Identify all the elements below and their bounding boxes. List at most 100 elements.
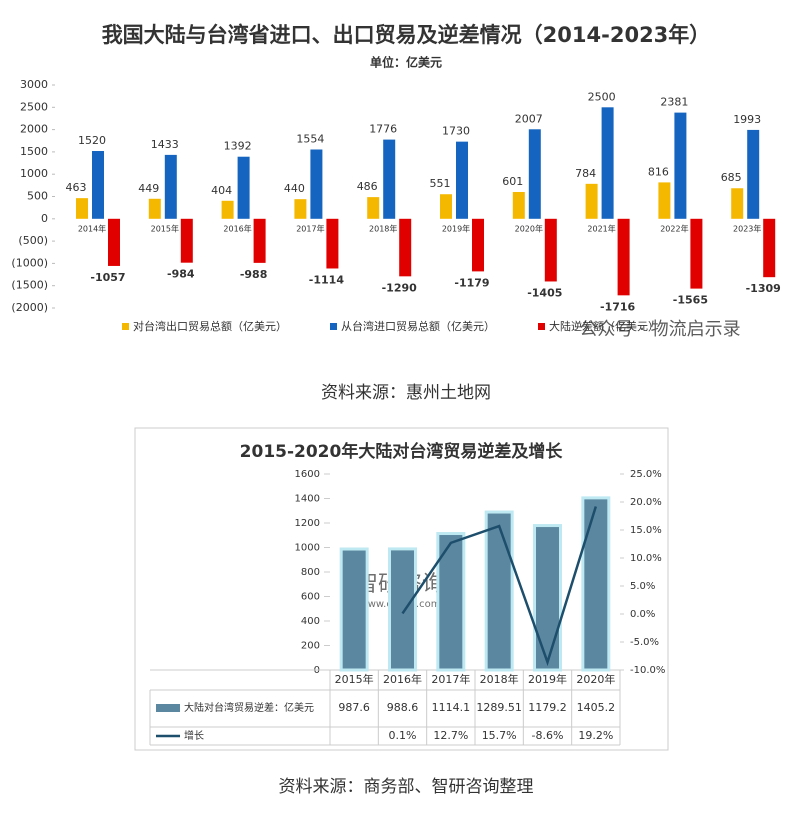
bar <box>383 139 396 219</box>
value-label: 1392 <box>224 140 252 153</box>
y-tick-label: 400 <box>301 616 320 627</box>
legend-swatch <box>122 323 129 330</box>
caption: 资料来源：商务部、智研咨询整理 <box>279 777 534 797</box>
x-tick-label: 2017年 <box>431 672 470 686</box>
value-label: -1405 <box>527 286 562 299</box>
value-label: 1993 <box>733 113 761 126</box>
table-value: 19.2% <box>578 729 613 742</box>
caption: 资料来源：惠州土地网 <box>321 383 491 403</box>
bar <box>690 218 703 289</box>
x-tick-label: 2021年 <box>587 223 615 233</box>
bar <box>164 154 177 219</box>
bar <box>440 194 452 219</box>
chart-subtitle: 单位：亿美元 <box>370 55 442 70</box>
value-label: -1114 <box>309 273 345 286</box>
x-tick-label: 2020年 <box>515 223 543 233</box>
bar <box>763 218 776 278</box>
y2-tick-label: 20.0% <box>630 497 662 508</box>
value-label: 2007 <box>515 112 543 125</box>
bar <box>399 218 412 277</box>
table-value: 15.7% <box>482 729 517 742</box>
y-tick-label: 2500 <box>20 100 48 113</box>
chart-title: 2015-2020年大陆对台湾贸易逆差及增长 <box>240 441 564 462</box>
y-tick-label: 1600 <box>295 469 320 480</box>
bar <box>533 524 562 672</box>
value-label: 2500 <box>588 90 616 103</box>
bar <box>339 547 369 672</box>
bar <box>436 532 466 672</box>
bar <box>76 198 88 219</box>
table-value: 1114.1 <box>432 701 471 714</box>
watermark: 公众号 · 物流启示录 <box>579 319 740 340</box>
bar <box>658 182 671 219</box>
bar <box>180 218 193 263</box>
y2-tick-label: 15.0% <box>630 525 662 536</box>
y-tick-label: 1400 <box>295 494 320 505</box>
y2-tick-label: 10.0% <box>630 553 662 564</box>
x-tick-label: 2015年 <box>335 672 374 686</box>
bar <box>367 197 380 219</box>
y-tick-label: 1200 <box>295 518 320 529</box>
bar <box>237 156 250 219</box>
bar <box>484 510 514 672</box>
y2-tick-label: -10.0% <box>630 665 665 676</box>
bar <box>294 199 307 219</box>
legend-label: 大陆对台湾贸易逆差：亿美元 <box>184 701 314 714</box>
value-label: 2381 <box>660 96 688 109</box>
x-tick-label: 2019年 <box>528 672 567 686</box>
legend-label: 增长 <box>184 729 204 742</box>
value-label: 449 <box>138 182 159 195</box>
y-tick-label: 200 <box>301 641 320 652</box>
x-tick-label: 2015年 <box>151 223 179 233</box>
x-tick-label: 2022年 <box>660 223 688 233</box>
x-tick-label: 2020年 <box>576 672 615 686</box>
legend-label: 大陆逆差额（亿美元） <box>549 319 659 333</box>
value-label: 404 <box>211 184 232 197</box>
y-tick-label: 1000 <box>20 167 48 180</box>
table-value: 0.1% <box>389 729 417 742</box>
value-label: -1290 <box>382 281 418 294</box>
value-label: 486 <box>357 180 378 193</box>
value-label: -1057 <box>90 271 125 284</box>
chart-title: 我国大陆与台湾省进口、出口贸易及逆差情况（2014-2023年） <box>102 23 711 47</box>
value-label: -1716 <box>600 300 636 313</box>
bar <box>92 151 104 219</box>
y-tick-label: (1000) <box>11 256 48 269</box>
bar <box>148 198 161 219</box>
x-tick-label: 2016年 <box>383 672 422 686</box>
x-tick-label: 2018年 <box>480 672 519 686</box>
bar <box>310 149 323 219</box>
bar <box>731 188 744 219</box>
y2-tick-label: 0.0% <box>630 609 655 620</box>
value-label: -1179 <box>454 276 489 289</box>
y2-tick-label: 25.0% <box>630 469 662 480</box>
x-tick-label: 2016年 <box>223 223 251 233</box>
value-label: 601 <box>502 175 523 188</box>
bar <box>528 129 541 219</box>
y2-tick-label: -5.0% <box>630 637 659 648</box>
value-label: 1433 <box>151 138 179 151</box>
table-value: 1289.51 <box>476 701 522 714</box>
bar <box>617 218 630 296</box>
table-value: 1179.2 <box>528 701 567 714</box>
value-label: 1776 <box>369 123 397 136</box>
value-label: 784 <box>575 167 596 180</box>
table-value: -8.6% <box>532 729 564 742</box>
x-tick-label: 2019年 <box>442 223 470 233</box>
legend-label: 对台湾出口贸易总额（亿美元） <box>133 319 287 333</box>
bar <box>601 107 614 219</box>
x-tick-label: 2018年 <box>369 223 397 233</box>
value-label: 551 <box>430 177 451 190</box>
value-label: 440 <box>284 182 305 195</box>
value-label: -988 <box>240 268 268 281</box>
bar <box>585 183 598 219</box>
value-label: 1730 <box>442 125 470 138</box>
legend-swatch <box>538 323 545 330</box>
legend-label: 从台湾进口贸易总额（亿美元） <box>341 319 495 333</box>
bar <box>253 218 266 263</box>
legend-swatch <box>330 323 337 330</box>
table-value: 987.6 <box>338 701 370 714</box>
value-label: -1565 <box>673 294 708 307</box>
table-value: 1405.2 <box>577 701 616 714</box>
